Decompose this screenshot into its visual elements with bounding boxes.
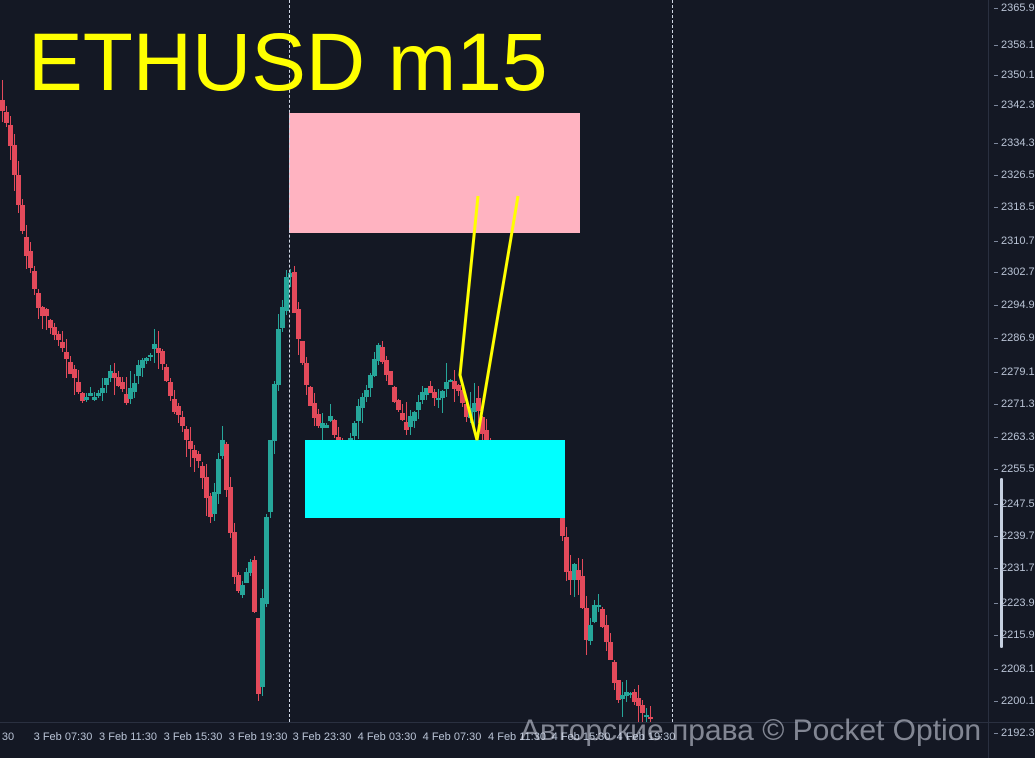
session-separator-dashed-line: [672, 0, 673, 722]
time-axis-tick: 4 Feb 19:30: [616, 731, 676, 743]
price-axis-tick: 2334.38: [994, 137, 1035, 149]
price-axis-divider: [988, 0, 989, 758]
price-axis-tick: 2208.18: [994, 663, 1035, 675]
price-axis-tick: 2200.18: [994, 695, 1035, 707]
price-axis-tick: 2263.38: [994, 431, 1035, 443]
time-axis[interactable]: 30 3 Feb 07:30 3 Feb 11:30 3 Feb 15:30 3 Feb…: [0, 722, 988, 758]
price-axis-tick: 2231.78: [994, 562, 1035, 574]
v-arrow-polyline: [458, 195, 520, 441]
demand-zone-rectangle[interactable]: [305, 440, 565, 518]
price-axis-tick: 2342.38: [994, 99, 1035, 111]
time-axis-tick: 4 Feb 03:30: [357, 731, 417, 743]
price-axis-tick: 2365.98: [994, 2, 1035, 14]
price-axis-tick: 2215.98: [994, 629, 1035, 641]
time-axis-tick: 3 Feb 11:30: [99, 731, 157, 743]
chart-plot-area[interactable]: ETHUSD m15: [0, 0, 988, 722]
time-axis-tick: 4 Feb 15:30: [551, 731, 611, 743]
price-axis-tick: 2326.58: [994, 169, 1035, 181]
price-axis-tick: 2192.38: [994, 727, 1035, 739]
price-axis-tick: 2255.58: [994, 463, 1035, 475]
time-axis-tick: 3 Feb 23:30: [292, 731, 352, 743]
time-axis-tick: 3 Feb 07:30: [33, 731, 93, 743]
price-axis-tick: 2247.58: [994, 498, 1035, 510]
price-axis-tick: 2239.78: [994, 530, 1035, 542]
price-axis-tick: 2318.58: [994, 201, 1035, 213]
time-axis-divider: [0, 722, 1035, 723]
price-axis-tick: 2350.18: [994, 69, 1035, 81]
price-axis-tick: 2358.18: [994, 39, 1035, 51]
price-axis-tick: 2223.98: [994, 597, 1035, 609]
price-axis-tick: 2279.18: [994, 366, 1035, 378]
time-axis-tick: 30: [1, 731, 15, 743]
price-axis-tick: 2310.78: [994, 235, 1035, 247]
time-axis-tick: 3 Feb 19:30: [228, 731, 288, 743]
time-axis-tick: 4 Feb 07:30: [422, 731, 482, 743]
time-axis-tick: 4 Feb 11:30: [488, 731, 546, 743]
price-axis-scroll-handle[interactable]: [1000, 478, 1003, 648]
price-axis[interactable]: 2365.98 2358.18 2350.18 2342.38 2334.38 2326.…: [988, 0, 1035, 758]
price-axis-tick: 2286.98: [994, 332, 1035, 344]
time-axis-tick: 3 Feb 15:30: [163, 731, 223, 743]
price-axis-tick: 2302.78: [994, 266, 1035, 278]
supply-zone-rectangle[interactable]: [289, 113, 580, 233]
v-arrow-annotation[interactable]: [0, 0, 988, 722]
price-axis-tick: 2271.38: [994, 398, 1035, 410]
price-axis-tick: 2294.98: [994, 299, 1035, 311]
chart-title: ETHUSD m15: [28, 17, 548, 108]
session-separator-dashed-line: [289, 0, 290, 722]
